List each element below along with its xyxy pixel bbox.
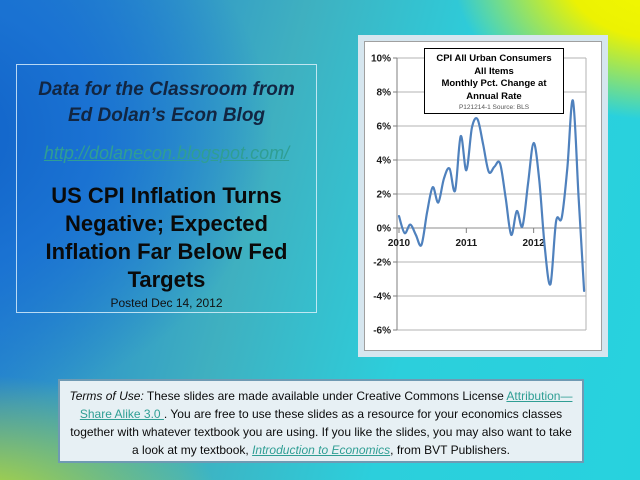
terms-text: Terms of Use: These slides are made avai… [70,389,573,457]
posted-date: Posted Dec 14, 2012 [110,296,223,310]
chart-title-line-4: Annual Rate [466,90,522,102]
chart-title-line-3: Monthly Pct. Change at [441,78,547,89]
chart-panel: 10% 8% 6% 4% 2% 0% -2% -4% -6% 2010 2011 2012 CPI A… [358,35,608,357]
chart-title-box: CPI All Urban Consumers All Items Monthl… [424,48,564,114]
terms-segment: . You are free to use these slides as a … [70,407,572,457]
x-axis-label: 2012 [523,238,546,249]
headline: US CPI Inflation Turns Negative; Expecte… [17,182,316,294]
headline-line-4: Targets [127,267,206,292]
headline-line-2: Negative; Expected [65,211,268,236]
chart-source-note: P121214-1 Source: BLS [458,104,530,111]
y-axis-label: 10% [371,54,391,65]
textbook-link[interactable]: Introduction to Economics [252,443,391,457]
header-box: Data for the Classroom from Ed Dolan’s E… [16,64,317,313]
y-axis-label: 8% [377,88,392,99]
license-link[interactable]: Attribution—Share Alike 3.0 [79,389,573,421]
terms-segment: Terms of Use: [69,389,144,403]
y-axis-label: -4% [373,292,391,303]
blog-title-line-2: Ed Dolan’s Econ Blog [67,105,266,126]
x-axis-label: 2011 [455,238,477,249]
terms-segment: These slides are made available under Cr… [143,389,507,403]
y-axis-label: 6% [377,122,392,133]
y-axis-label: -2% [373,258,391,269]
blog-title-line-1: Data for the Classroom from [38,79,295,100]
blog-title: Data for the Classroom from Ed Dolan’s E… [17,77,316,129]
chart-title-line-1: CPI All Urban Consumers [436,53,552,64]
cpi-data-line [397,99,586,292]
chart-frame: 10% 8% 6% 4% 2% 0% -2% -4% -6% 2010 2011 2012 CPI A… [364,41,602,351]
x-axis-label: 2010 [388,238,411,249]
terms-segment: , from BVT Publishers. [390,443,510,457]
y-axis-label: -6% [373,326,391,337]
cpi-line-chart: 10% 8% 6% 4% 2% 0% -2% -4% -6% 2010 2011 2012 [371,54,587,337]
headline-line-1: US CPI Inflation Turns [51,183,282,208]
y-axis-label: 2% [377,190,392,201]
y-axis-label: 4% [377,156,392,167]
y-axis-label: 0% [377,224,392,235]
blog-link[interactable]: http://dolanecon.blogspot.com/ [43,143,290,163]
headline-line-3: Inflation Far Below Fed [45,239,288,264]
chart-title-line-2: All Items [474,65,514,77]
terms-box: Terms of Use: These slides are made avai… [58,379,584,463]
